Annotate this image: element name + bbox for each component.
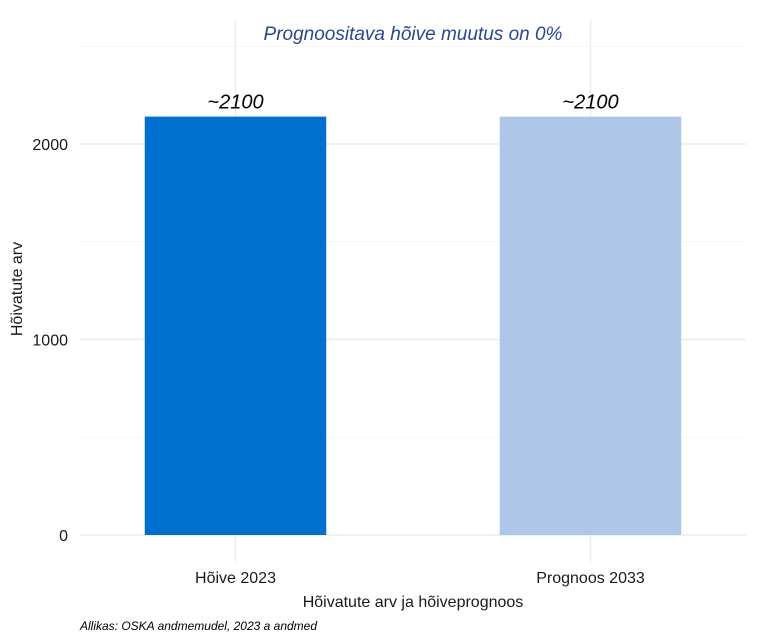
- y-tick-label: 2000: [32, 137, 68, 154]
- bar-value-label: ~2100: [207, 92, 263, 114]
- bar-value-label: ~2100: [562, 92, 618, 114]
- bar-2: [499, 116, 682, 535]
- y-tick-label: 1000: [32, 333, 68, 350]
- x-tick-label: Prognoos 2033: [536, 570, 645, 587]
- y-axis-title: Hõivatute arv: [9, 242, 26, 336]
- x-axis-title: Hõivatute arv ja hõiveprognoos: [303, 594, 524, 611]
- axes: 0 1000 2000 Hõive 2023 Prognoos 2033: [32, 137, 644, 587]
- chart-title: Prognoositava hõive muutus on 0%: [264, 24, 563, 45]
- source-caption: Allikas: OSKA andmemudel, 2023 a andmed: [79, 619, 317, 633]
- x-tick-label: Hõive 2023: [195, 570, 276, 587]
- bar-1: [144, 116, 327, 535]
- data-labels: ~2100 ~2100: [207, 92, 618, 114]
- y-tick-label: 0: [59, 528, 68, 545]
- bars: [144, 116, 682, 535]
